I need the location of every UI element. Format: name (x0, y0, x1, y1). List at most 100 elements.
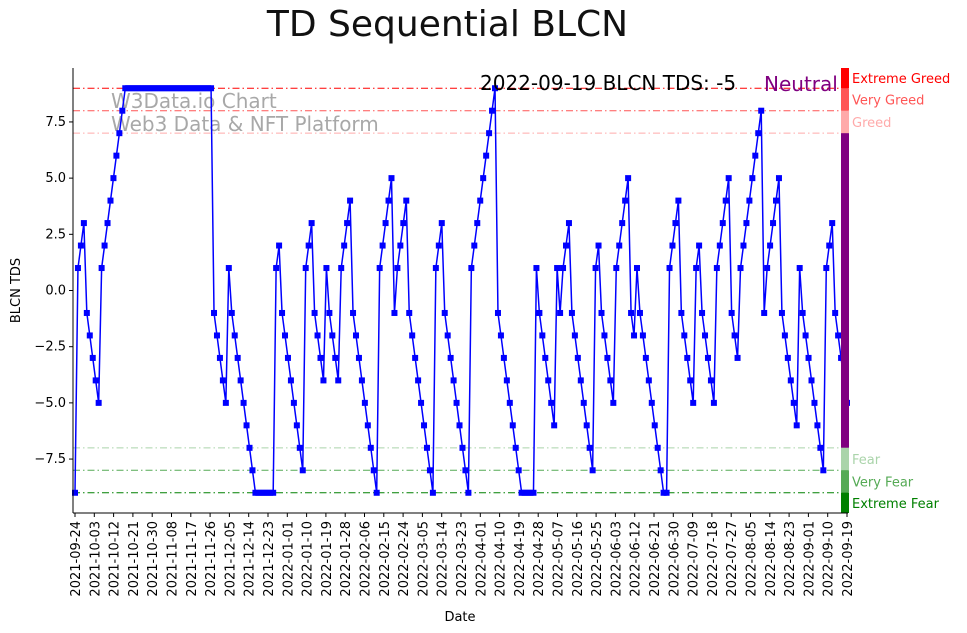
data-point (497, 332, 504, 339)
data-point (270, 489, 277, 496)
data-point (296, 444, 303, 451)
data-point (509, 422, 516, 429)
x-tick-label: 2021-11-17 (185, 521, 200, 597)
x-tick-label: 2022-02-24 (397, 521, 412, 597)
series-line (72, 85, 850, 496)
data-point (563, 242, 570, 249)
series-path (74, 87, 848, 494)
y-tick-label: −2.5 (34, 340, 66, 355)
data-point (548, 399, 555, 406)
data-point (702, 332, 709, 339)
sentiment-band (841, 110, 849, 134)
x-tick-label: 2022-06-21 (648, 521, 663, 597)
data-point (77, 242, 84, 249)
data-point (716, 242, 723, 249)
data-point (373, 489, 380, 496)
data-point (231, 332, 238, 339)
data-point (314, 332, 321, 339)
data-point (462, 467, 469, 474)
sentiment-band (841, 68, 849, 89)
sentiment-band (841, 492, 849, 513)
x-tick-label: 2022-06-30 (667, 521, 682, 597)
data-point (412, 354, 419, 361)
data-point (557, 309, 564, 316)
x-tick-label: 2021-11-26 (204, 521, 219, 597)
data-point (571, 332, 578, 339)
data-point (83, 309, 90, 316)
data-point (86, 332, 93, 339)
x-tick-label: 2022-01-28 (339, 521, 354, 597)
data-point (601, 332, 608, 339)
data-point (276, 242, 283, 249)
watermark-text: W3Data.io Chart (111, 89, 277, 113)
data-point (607, 377, 614, 384)
data-point (725, 175, 732, 182)
data-point (749, 175, 756, 182)
data-point (690, 399, 697, 406)
data-point (72, 489, 78, 496)
annotation-text: 2022-09-19 BLCN TDS: -5 (480, 71, 736, 95)
data-point (284, 354, 291, 361)
data-point (450, 377, 457, 384)
data-point (654, 444, 661, 451)
x-tick-label: 2022-07-09 (687, 521, 702, 597)
y-axis-label: BLCN TDS (9, 258, 24, 323)
data-point (344, 220, 351, 227)
data-point (770, 220, 777, 227)
data-point (367, 444, 374, 451)
data-point (358, 377, 365, 384)
data-point (814, 422, 821, 429)
x-tick-label: 2022-01-10 (301, 521, 316, 597)
x-tick-label: 2022-03-05 (416, 521, 431, 597)
data-point (397, 242, 404, 249)
data-point (74, 265, 81, 272)
data-point (320, 377, 327, 384)
data-point (808, 377, 815, 384)
data-point (731, 332, 738, 339)
data-point (613, 265, 620, 272)
data-point (456, 422, 463, 429)
data-point (426, 467, 433, 474)
data-point (802, 332, 809, 339)
x-tick-label: 2021-10-21 (127, 521, 142, 597)
data-point (586, 444, 593, 451)
data-point (693, 265, 700, 272)
x-tick-label: 2022-02-06 (359, 521, 374, 597)
data-point (400, 220, 407, 227)
data-point (273, 265, 280, 272)
data-point (347, 197, 354, 204)
data-point (432, 265, 439, 272)
x-tick-label: 2022-03-14 (436, 521, 451, 597)
data-point (477, 197, 484, 204)
data-point (480, 175, 487, 182)
data-point (734, 354, 741, 361)
sentiment-band (841, 133, 849, 448)
data-point (441, 309, 448, 316)
data-point (835, 332, 842, 339)
data-point (500, 354, 507, 361)
data-point (486, 130, 493, 137)
data-point (308, 220, 315, 227)
y-tick-label: 5.0 (45, 171, 66, 186)
data-point (370, 467, 377, 474)
data-point (580, 399, 587, 406)
data-point (539, 332, 546, 339)
data-point (793, 422, 800, 429)
data-point (503, 377, 510, 384)
data-point (116, 130, 123, 137)
data-point (678, 309, 685, 316)
x-tick-label: 2022-02-15 (378, 521, 393, 597)
x-tick-label: 2021-12-14 (243, 521, 258, 597)
data-point (817, 444, 824, 451)
data-point (213, 332, 220, 339)
data-point (826, 242, 833, 249)
data-point (589, 467, 596, 474)
data-point (119, 107, 126, 114)
data-point (423, 444, 430, 451)
data-point (829, 220, 836, 227)
data-point (494, 309, 501, 316)
data-point (675, 197, 682, 204)
data-point (719, 220, 726, 227)
data-point (471, 242, 478, 249)
